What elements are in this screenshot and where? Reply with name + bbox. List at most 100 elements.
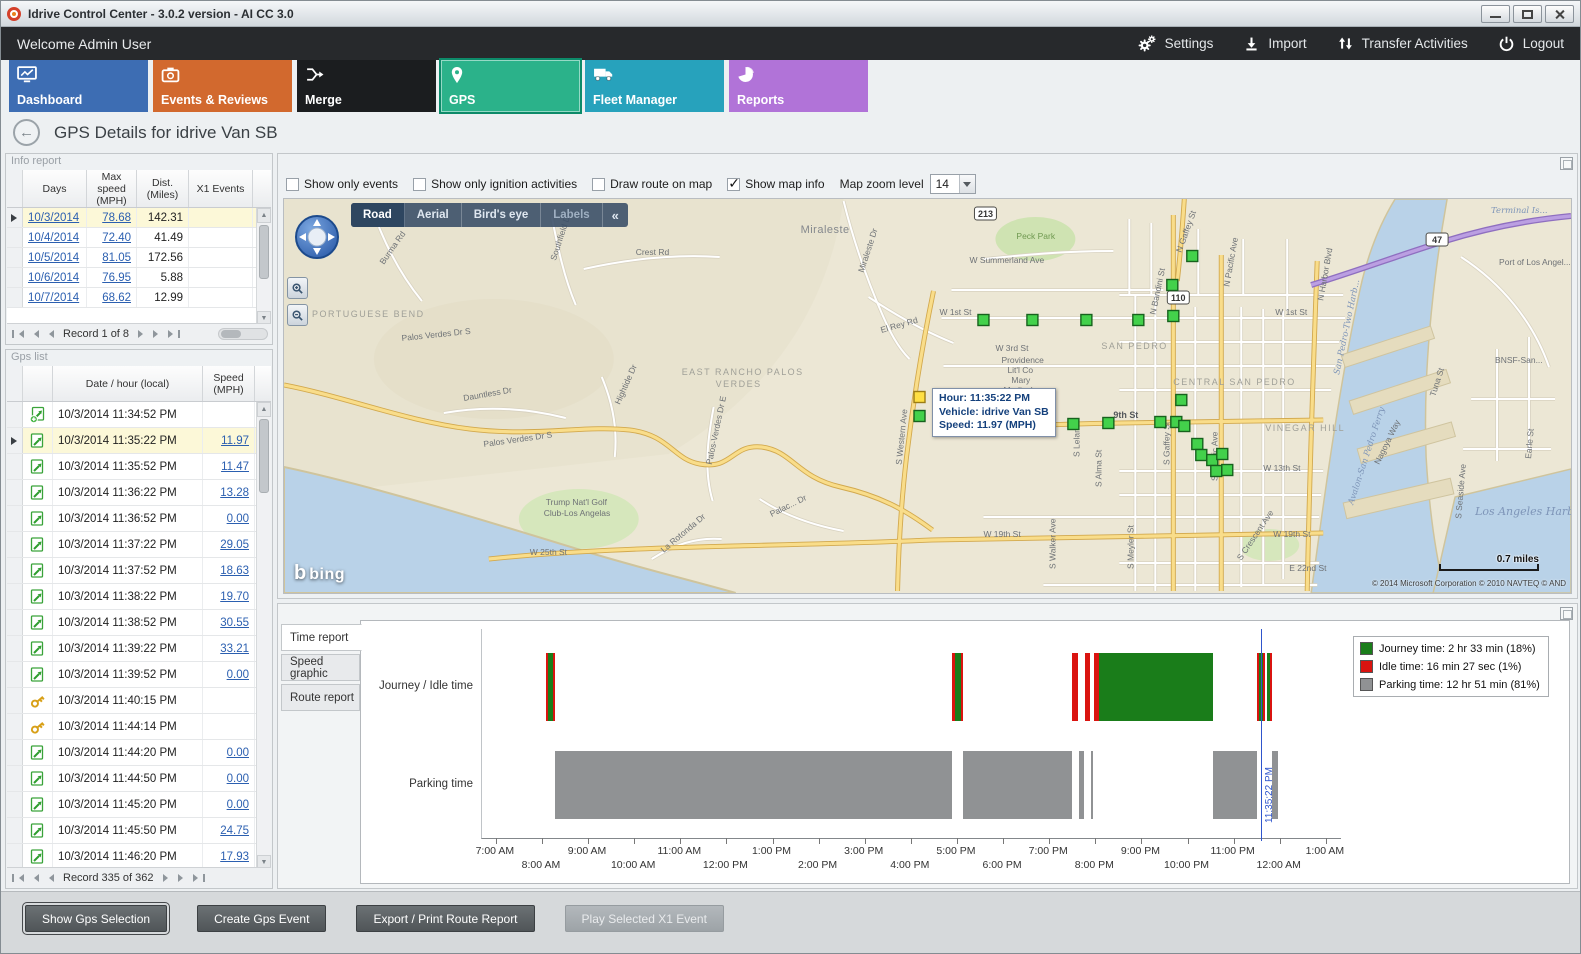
checkbox-show-only-ignition-activities[interactable]: Show only ignition activities	[413, 177, 577, 191]
topbar-action-settings[interactable]: Settings	[1138, 34, 1213, 53]
panel-collapse-button[interactable]	[1560, 607, 1573, 620]
tile-merge[interactable]: Merge	[297, 60, 436, 112]
gps-row[interactable]: 10/3/2014 11:37:52 PM 18.63	[7, 558, 256, 584]
gps-row[interactable]: 10/3/2014 11:36:22 PM 13.28	[7, 480, 256, 506]
checkbox-show-only-events[interactable]: Show only events	[286, 177, 398, 191]
button-play-selected-x1-event[interactable]: Play Selected X1 Event	[564, 905, 724, 932]
day-link[interactable]: 10/7/2014	[28, 291, 80, 304]
info-report-row[interactable]: 10/3/2014 78.68 142.31	[7, 208, 256, 228]
gps-row[interactable]: 10/3/2014 11:35:52 PM 11.47	[7, 454, 256, 480]
gps-point-marker[interactable]	[1195, 448, 1208, 462]
next-record-button[interactable]	[136, 326, 149, 341]
info-report-row[interactable]: 10/4/2014 72.40 41.49	[7, 228, 256, 248]
gps-point-marker[interactable]	[1178, 419, 1191, 433]
map-view-tab-road[interactable]: Road	[351, 203, 405, 227]
info-report-row[interactable]: 10/7/2014 68.62 12.99	[7, 288, 256, 308]
max-speed-link[interactable]: 72.40	[102, 231, 131, 244]
gps-row[interactable]: 10/3/2014 11:45:20 PM 0.00	[7, 792, 256, 818]
gps-point-marker[interactable]	[1166, 278, 1179, 292]
scrollbar-thumb[interactable]	[221, 329, 241, 338]
gps-point-marker[interactable]	[1026, 313, 1039, 327]
column-header-dist-miles[interactable]: Dist. (Miles)	[137, 170, 189, 207]
speed-link[interactable]: 0.00	[226, 746, 249, 759]
info-report-row[interactable]: 10/5/2014 81.05 172.56	[7, 248, 256, 268]
topbar-action-logout[interactable]: Logout	[1498, 35, 1564, 52]
info-report-row[interactable]: 10/6/2014 76.95 5.88	[7, 268, 256, 288]
button-show-gps-selection[interactable]: Show Gps Selection	[21, 902, 171, 935]
gps-point-marker[interactable]	[1067, 417, 1080, 431]
gps-row[interactable]: 10/3/2014 11:35:22 PM 11.97	[7, 428, 256, 454]
scrollbar-thumb[interactable]	[259, 225, 269, 279]
tile-reports[interactable]: Reports	[729, 60, 868, 112]
gps-list-scrollbar[interactable]: ▲ ▼	[256, 402, 271, 870]
column-header-speed-mph[interactable]: Speed (MPH)	[203, 366, 255, 401]
gps-point-marker[interactable]	[1191, 437, 1204, 451]
speed-link[interactable]: 19.70	[220, 590, 249, 603]
prev-record-button[interactable]	[43, 870, 56, 885]
maximize-button[interactable]	[1513, 4, 1542, 23]
last-record-button[interactable]	[166, 326, 182, 341]
last-record-button[interactable]	[191, 870, 207, 885]
scrollbar-thumb[interactable]	[259, 419, 269, 493]
map-view-tab-labels[interactable]: Labels	[541, 203, 603, 227]
speed-link[interactable]: 30.55	[220, 616, 249, 629]
map-view-tab-aerial[interactable]: Aerial	[405, 203, 462, 227]
gps-row[interactable]: 10/3/2014 11:44:50 PM 0.00	[7, 766, 256, 792]
speed-link[interactable]: 11.47	[221, 460, 249, 473]
gps-row[interactable]: 10/3/2014 11:39:22 PM 33.21	[7, 636, 256, 662]
time-cursor[interactable]	[1260, 629, 1262, 841]
prev-page-button[interactable]	[28, 326, 41, 341]
speed-link[interactable]: 18.63	[220, 564, 249, 577]
gps-point-marker[interactable]	[1221, 463, 1234, 477]
gps-point-marker[interactable]	[913, 409, 926, 423]
tile-gps[interactable]: GPS	[441, 60, 580, 112]
chart-tab-route-report[interactable]: Route report	[281, 684, 360, 711]
next-record-button[interactable]	[161, 870, 174, 885]
gps-point-marker[interactable]	[1102, 416, 1115, 430]
prev-page-button[interactable]	[28, 870, 41, 885]
gps-row[interactable]: 10/3/2014 11:45:50 PM 24.75	[7, 818, 256, 844]
first-record-button[interactable]	[10, 326, 26, 341]
day-link[interactable]: 10/6/2014	[28, 271, 80, 284]
gps-row[interactable]: 10/3/2014 11:37:22 PM 29.05	[7, 532, 256, 558]
panel-collapse-button[interactable]	[1560, 157, 1573, 170]
speed-link[interactable]: 13.28	[220, 486, 249, 499]
max-speed-link[interactable]: 68.62	[102, 291, 131, 304]
gps-point-marker[interactable]	[1186, 249, 1199, 263]
tile-fleet[interactable]: Fleet Manager	[585, 60, 724, 112]
day-link[interactable]: 10/5/2014	[28, 251, 80, 264]
column-header-days[interactable]: Days	[23, 170, 87, 207]
speed-link[interactable]: 33.21	[220, 642, 249, 655]
gps-point-marker[interactable]	[1210, 464, 1223, 478]
speed-link[interactable]: 11.97	[221, 434, 249, 447]
gps-point-marker[interactable]	[1175, 393, 1188, 407]
scroll-up-icon[interactable]: ▲	[257, 402, 271, 417]
chart-tab-time-report[interactable]: Time report	[281, 624, 362, 651]
gps-point-marker[interactable]	[977, 313, 990, 327]
minimize-button[interactable]	[1481, 4, 1510, 23]
horizontal-scrollbar[interactable]	[218, 327, 268, 340]
column-header-x1-events[interactable]: X1 Events	[189, 170, 253, 207]
map-canvas[interactable]: Miraleste Peck Park W Summerland Ave Crest …	[283, 198, 1572, 594]
next-page-button[interactable]	[176, 870, 189, 885]
day-link[interactable]: 10/3/2014	[28, 211, 80, 224]
column-header-date-hour-local[interactable]: Date / hour (local)	[53, 366, 203, 401]
tile-events[interactable]: Events & Reviews	[153, 60, 292, 112]
max-speed-link[interactable]: 78.68	[102, 211, 131, 224]
map-zoom-out-button[interactable]	[287, 304, 308, 326]
gps-row[interactable]: 10/3/2014 11:46:20 PM 17.93	[7, 844, 256, 870]
gps-point-marker[interactable]	[1080, 313, 1093, 327]
first-record-button[interactable]	[10, 870, 26, 885]
speed-link[interactable]: 17.93	[220, 850, 249, 863]
speed-link[interactable]: 0.00	[226, 798, 249, 811]
map-zoom-select[interactable]: 14	[929, 174, 976, 194]
gps-row[interactable]: 10/3/2014 11:38:52 PM 30.55	[7, 610, 256, 636]
map-view-tab-bird-s-eye[interactable]: Bird's eye	[462, 203, 542, 227]
max-speed-link[interactable]: 81.05	[102, 251, 131, 264]
speed-link[interactable]: 0.00	[226, 668, 249, 681]
gps-row[interactable]: 10/3/2014 11:44:20 PM 0.00	[7, 740, 256, 766]
gps-row[interactable]: 10/3/2014 11:40:15 PM	[7, 688, 256, 714]
gps-point-marker[interactable]	[1216, 447, 1229, 461]
back-button[interactable]: ←	[13, 119, 40, 146]
scroll-down-icon[interactable]: ▼	[257, 855, 271, 870]
